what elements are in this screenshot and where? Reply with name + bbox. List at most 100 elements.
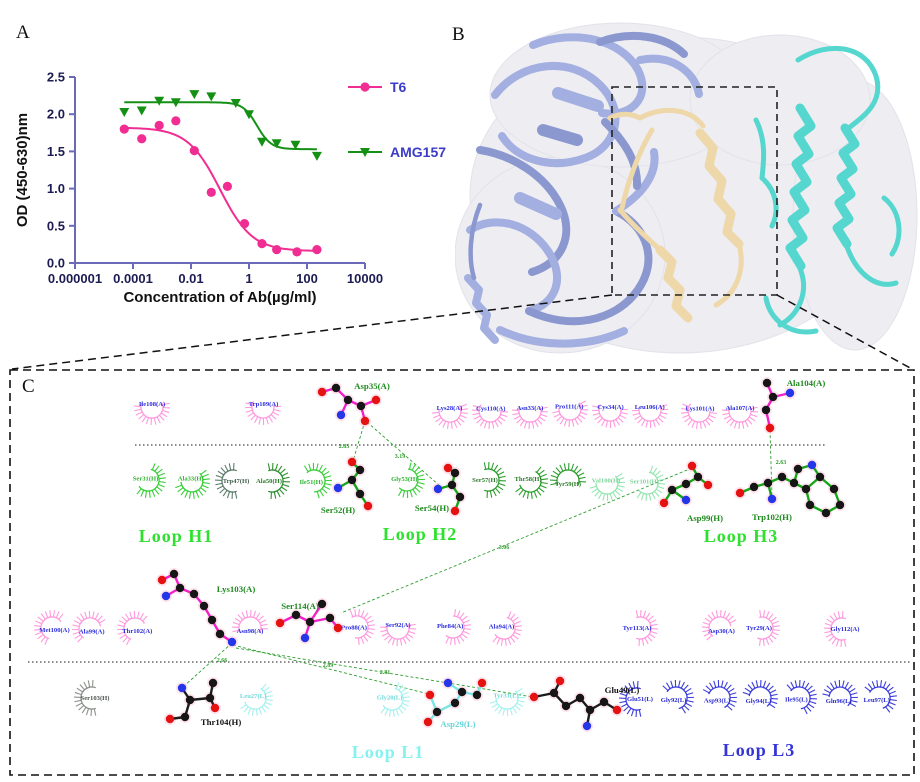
arc-spoke xyxy=(234,617,242,623)
arc-spoke xyxy=(264,701,272,706)
arc-body xyxy=(78,617,102,639)
data-point xyxy=(137,134,147,144)
residue-arc: Ala50(H) xyxy=(256,462,291,500)
residue-arc-label: Ala94(A) xyxy=(489,623,515,630)
arc-spoke xyxy=(73,620,81,625)
data-point xyxy=(154,96,165,106)
arc-spoke xyxy=(268,416,274,423)
arc-spoke xyxy=(215,474,223,479)
hbond-line xyxy=(352,420,366,462)
hbond-distance: 2.81 xyxy=(380,670,391,676)
arc-spoke xyxy=(538,416,546,422)
arc-spoke xyxy=(360,636,365,644)
arc-spoke xyxy=(626,707,632,715)
hbond-line xyxy=(340,467,693,614)
residue-arc-label: Ser92(A) xyxy=(385,622,410,629)
residue-arc-label: Ala107(A) xyxy=(726,405,755,412)
nitrogen-atom xyxy=(161,591,171,601)
arc-body xyxy=(267,469,284,493)
arc-spoke xyxy=(99,618,106,624)
arc-spoke xyxy=(453,637,456,645)
arc-spoke xyxy=(74,699,82,703)
arc-spoke xyxy=(252,610,257,618)
arc-spoke xyxy=(574,418,579,426)
arc-spoke xyxy=(400,705,407,711)
arc-spoke xyxy=(702,621,710,626)
arc-spoke xyxy=(729,699,737,703)
arc-spoke xyxy=(270,414,277,420)
arc-spoke xyxy=(597,417,603,424)
data-point xyxy=(189,90,200,100)
arc-spoke xyxy=(850,699,858,703)
residue-molecule: Asp35(A) xyxy=(316,381,390,427)
arc-spoke xyxy=(516,417,523,424)
arc-spoke xyxy=(594,490,600,497)
arc-spoke xyxy=(237,614,244,621)
arc-spoke xyxy=(824,622,832,627)
carbon-atom xyxy=(768,392,778,402)
carbon-atom xyxy=(291,610,301,620)
arc-body xyxy=(728,406,752,423)
arc-spoke xyxy=(157,483,165,488)
arc-spoke xyxy=(476,417,483,424)
arc-spoke xyxy=(727,615,734,622)
arc-spoke xyxy=(260,623,268,627)
arc-spoke xyxy=(657,478,665,482)
arc-spoke xyxy=(540,481,548,485)
arc-spoke xyxy=(685,702,693,707)
arc-spoke xyxy=(889,698,897,702)
hbond-distance: 2.89 xyxy=(323,663,334,669)
arc-spoke xyxy=(871,681,876,689)
legend-marker xyxy=(360,148,370,157)
arc-spoke xyxy=(515,487,522,493)
arc-spoke xyxy=(391,638,396,646)
arc-spoke xyxy=(652,467,658,475)
arc-spoke xyxy=(885,683,891,690)
arc-spoke xyxy=(75,702,83,707)
arc-spoke xyxy=(559,464,564,472)
arc-spoke xyxy=(850,692,858,696)
arc-spoke xyxy=(156,416,161,424)
arc-spoke xyxy=(829,682,835,689)
carbon-atom xyxy=(331,383,341,393)
tslp-wheat-helices xyxy=(607,107,744,323)
residue-arc-label: Gly28(L) xyxy=(377,694,403,701)
nitrogen-atom xyxy=(336,410,346,420)
loop-title: Loop H3 xyxy=(704,526,779,546)
arc-spoke xyxy=(514,625,522,628)
hbond-line xyxy=(232,644,430,695)
arc-spoke xyxy=(538,469,545,475)
arc-spoke xyxy=(489,490,493,498)
arc-spoke xyxy=(550,474,558,479)
arc-spoke xyxy=(650,630,658,635)
residue-arc-label: Asp30(A) xyxy=(708,628,735,635)
nitrogen-atom xyxy=(785,388,795,398)
arc-spoke xyxy=(267,463,271,471)
data-point xyxy=(170,98,181,108)
arc-spoke xyxy=(34,628,42,631)
loop-title: Loop L1 xyxy=(352,742,425,762)
arc-spoke xyxy=(402,490,406,498)
carbon-atom xyxy=(599,697,609,707)
oxygen-atom xyxy=(425,690,435,700)
arc-spoke xyxy=(849,687,856,693)
arc-spoke xyxy=(685,687,692,693)
arc-spoke xyxy=(261,683,267,690)
arc-spoke xyxy=(592,412,600,416)
arc-spoke xyxy=(318,464,323,472)
carbon-atom xyxy=(355,489,365,499)
arc-spoke xyxy=(400,687,407,693)
hbond-distance: 2.63 xyxy=(776,460,787,466)
arc-spoke xyxy=(514,628,522,632)
arc-spoke xyxy=(500,638,504,646)
arc-spoke xyxy=(623,705,630,712)
panel-c-label: C xyxy=(22,376,35,397)
arc-spoke xyxy=(624,685,631,692)
arc-spoke xyxy=(649,465,654,473)
carbon-atom xyxy=(693,472,703,482)
carbon-atom xyxy=(763,478,773,488)
residue-arc-label: Tyr31(L) xyxy=(493,692,519,699)
residue-arc-label: Trp109(A) xyxy=(249,401,279,408)
arc-body xyxy=(180,472,204,493)
